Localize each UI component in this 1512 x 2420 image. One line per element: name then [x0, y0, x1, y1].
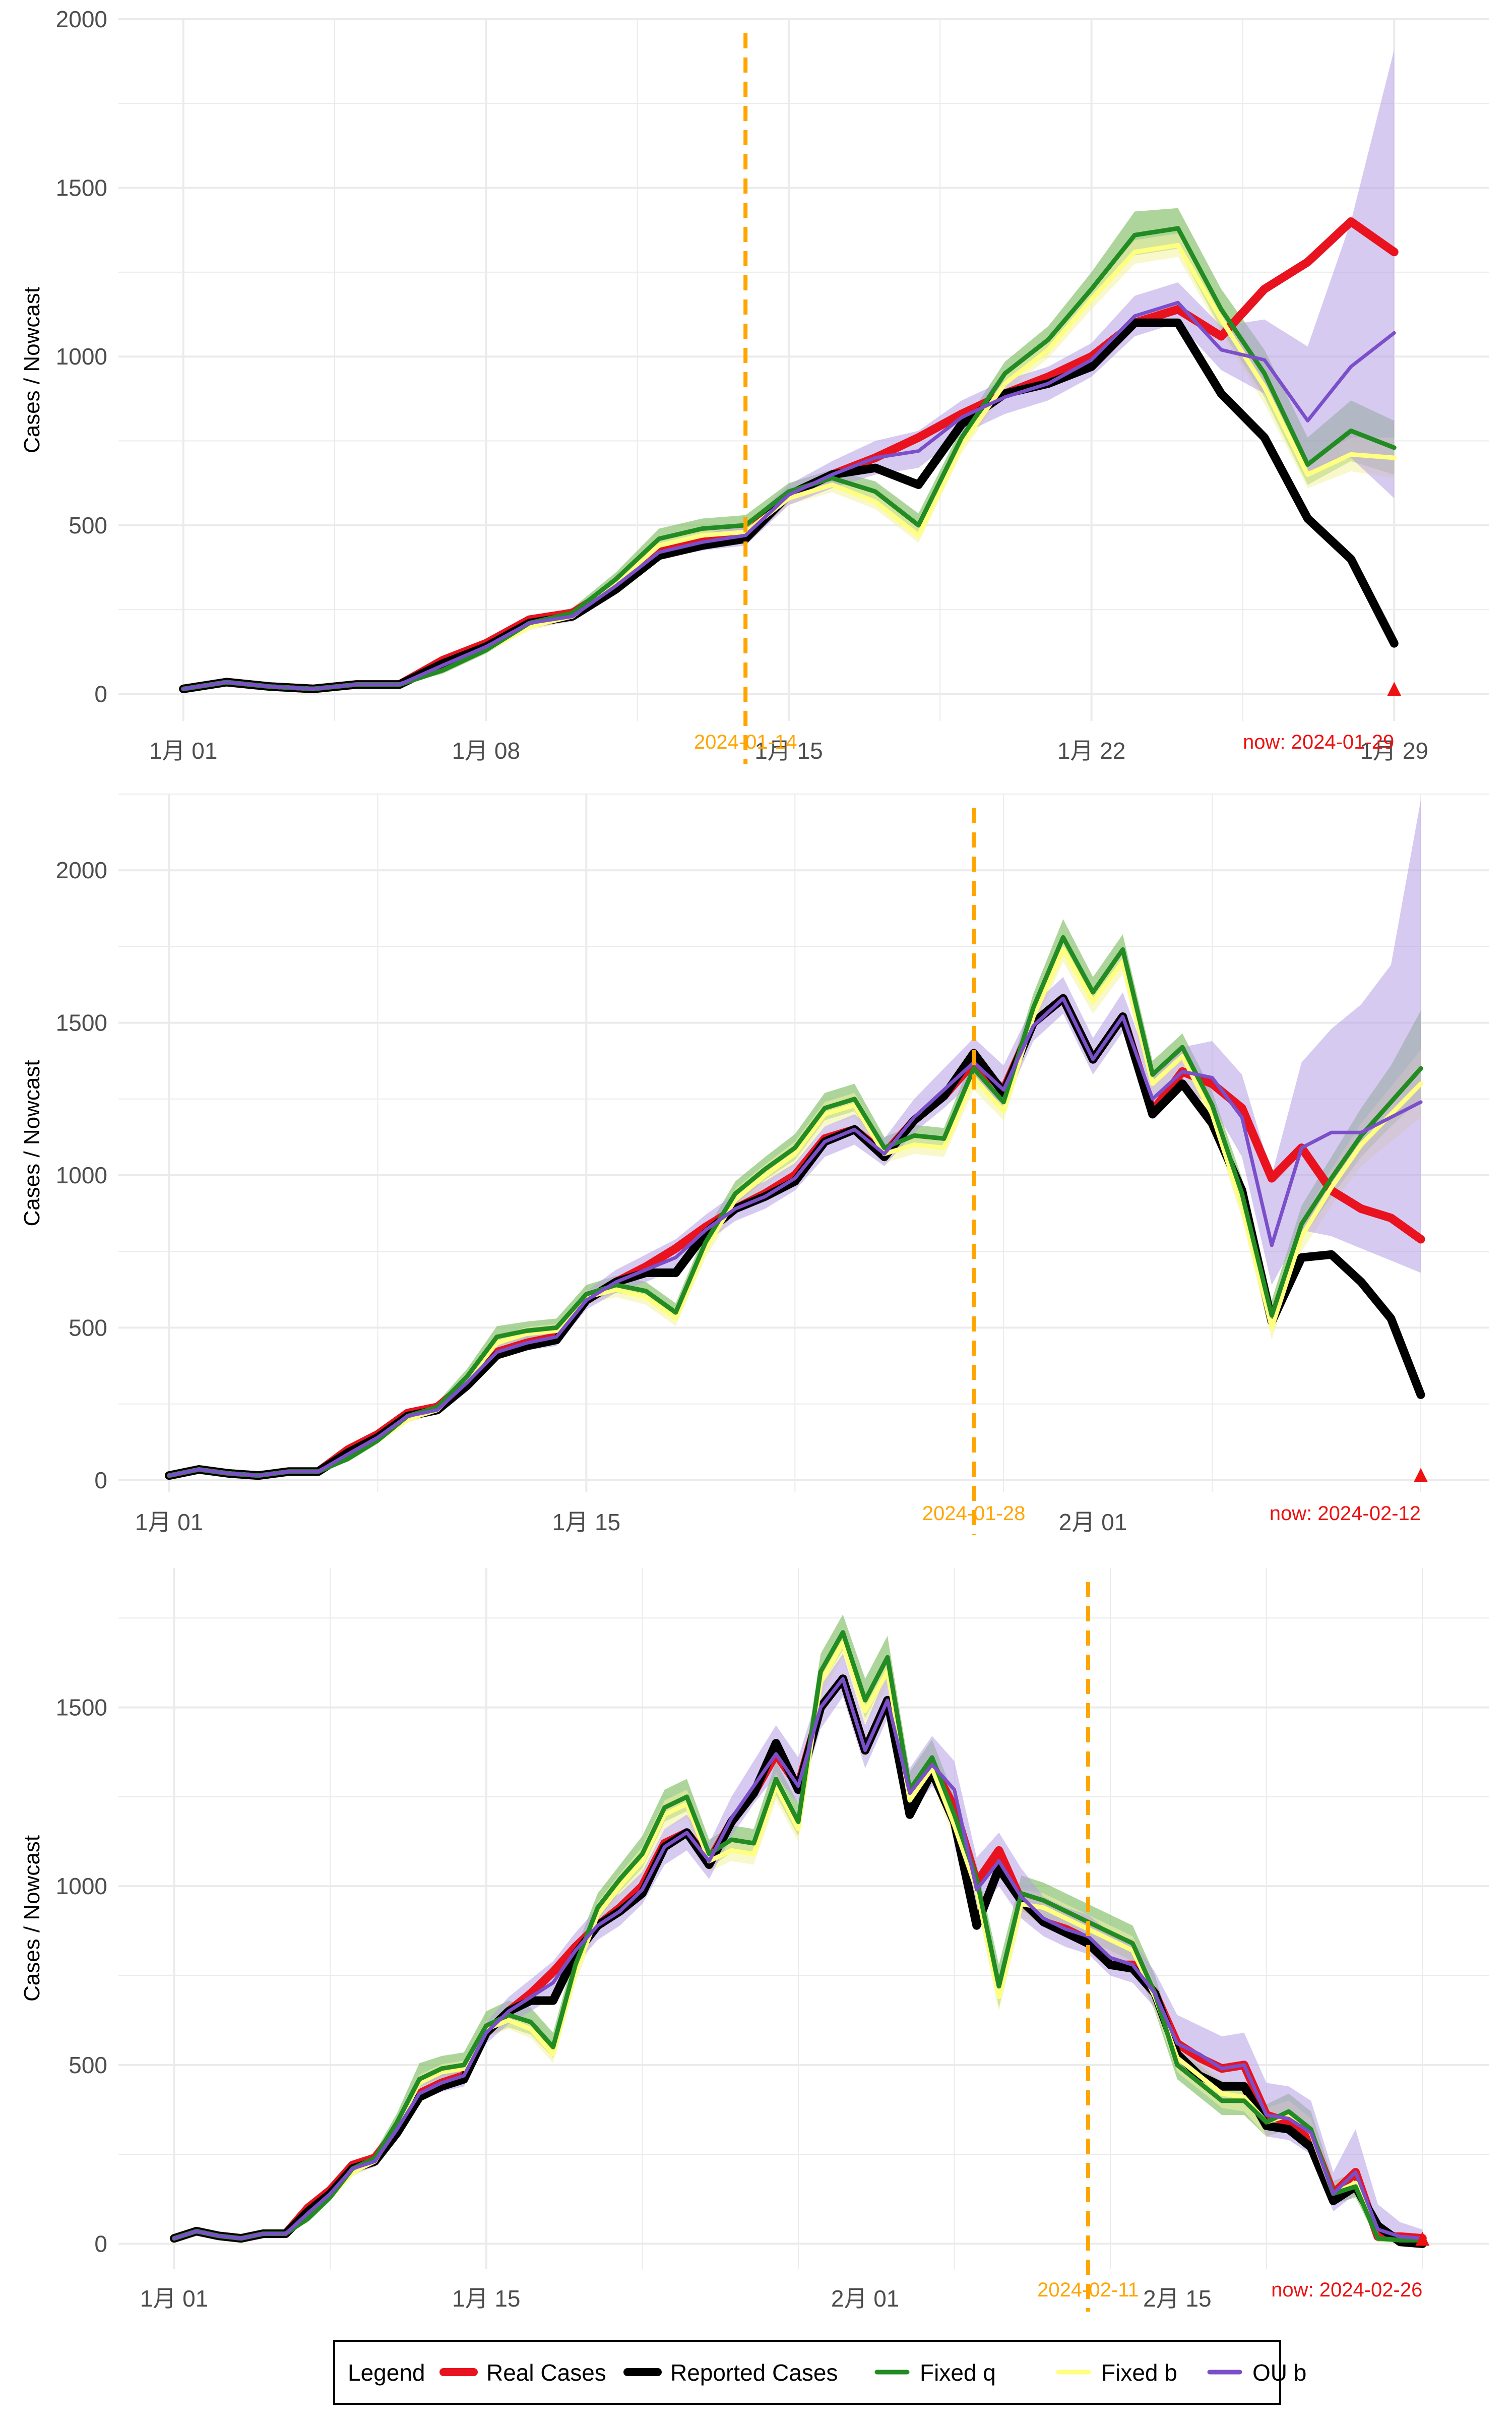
- legend: Legend Real Cases Reported Cases Fixed q Fix…: [333, 2340, 1306, 2405]
- ou-b-line: [172, 1677, 1424, 2241]
- grid-lines: [118, 794, 1489, 1492]
- legend-item-real: Real Cases: [439, 2360, 606, 2386]
- x-tick-label: 1月 22: [1057, 738, 1126, 764]
- y-tick-label: 2000: [56, 6, 107, 32]
- y-tick-label: 1000: [56, 1873, 107, 1899]
- legend-title: Legend: [348, 2360, 425, 2386]
- x-tick-label: 1月 15: [452, 2285, 521, 2312]
- legend-label: OU b: [1252, 2360, 1306, 2386]
- legend-label: Reported Cases: [670, 2360, 838, 2386]
- x-tick-label: 2月 15: [1143, 2285, 1212, 2312]
- grid-lines: [118, 1568, 1489, 2269]
- ou-b-line: [167, 996, 1423, 1478]
- y-axis-label: Cases / Nowcast: [20, 287, 44, 453]
- chart-panel-2: 0 500 1000 1500 2000 1月 01 1月 15 2月 01 Cases / N…: [20, 794, 1489, 1535]
- y-tick-label: 500: [69, 2052, 107, 2078]
- x-tick-label: 2月 01: [831, 2285, 900, 2312]
- y-tick-label: 500: [69, 1314, 107, 1341]
- cutoff-label: 2024-02-11: [1037, 2279, 1139, 2301]
- now-marker: [1414, 1468, 1428, 1482]
- x-tick-label: 1月 01: [149, 738, 218, 764]
- x-tick-label: 1月 15: [552, 1509, 621, 1535]
- fixed-q-line: [167, 935, 1423, 1478]
- y-tick-label: 1500: [56, 1695, 107, 1721]
- y-axis-label: Cases / Nowcast: [20, 1835, 44, 2002]
- chart-panel-1: 0 500 1000 1500 2000 1月 01 1月 08 1月 15 1月 22 1月 2…: [20, 6, 1489, 764]
- legend-label: Fixed b: [1101, 2360, 1177, 2386]
- legend-label: Fixed q: [920, 2360, 996, 2386]
- y-tick-label: 1000: [56, 1162, 107, 1188]
- x-tick-label: 1月 29: [1360, 738, 1428, 764]
- now-label: now: 2024-02-26: [1271, 2279, 1422, 2301]
- chart-panels: 0 500 1000 1500 2000 1月 01 1月 08 1月 15 1月 22 1月 2…: [20, 6, 1489, 2312]
- x-tick-label: 1月 15: [754, 738, 823, 764]
- fixed-q-line: [172, 1630, 1425, 2243]
- y-axis-label: Cases / Nowcast: [20, 1060, 44, 1226]
- x-tick-label: 1月 01: [140, 2285, 209, 2312]
- ou-b-line: [181, 300, 1396, 691]
- legend-item-ou-b: OU b: [1207, 2360, 1306, 2386]
- chart-panel-3: 0 500 1000 1500 1月 01 1月 15 2月 01 2月 15 Cases / …: [20, 1568, 1489, 2312]
- now-label: now: 2024-02-12: [1270, 1502, 1421, 1525]
- y-tick-label: 0: [94, 681, 107, 707]
- x-tick-label: 2月 01: [1059, 1509, 1127, 1535]
- now-marker: [1415, 2231, 1430, 2246]
- cutoff-label: 2024-01-14: [694, 731, 797, 753]
- y-tick-label: 1500: [56, 1010, 107, 1036]
- y-tick-label: 0: [94, 2230, 107, 2257]
- y-tick-label: 500: [69, 512, 107, 538]
- x-tick-label: 1月 08: [452, 738, 521, 764]
- y-tick-label: 1500: [56, 175, 107, 201]
- now-marker: [1387, 682, 1402, 696]
- cutoff-label: 2024-01-28: [922, 1502, 1026, 1525]
- legend-label: Real Cases: [486, 2360, 606, 2386]
- grid-lines: [118, 18, 1489, 721]
- y-tick-label: 0: [94, 1467, 107, 1493]
- x-tick-label: 1月 01: [135, 1509, 204, 1535]
- y-tick-label: 2000: [56, 857, 107, 883]
- legend-item-reported: Reported Cases: [623, 2360, 838, 2386]
- y-tick-label: 1000: [56, 343, 107, 370]
- legend-box: [333, 2340, 1281, 2405]
- now-label: now: 2024-01-29: [1243, 731, 1394, 753]
- legend-item-fixed-b: Fixed b: [1056, 2360, 1177, 2386]
- legend-item-fixed-q: Fixed q: [874, 2360, 996, 2386]
